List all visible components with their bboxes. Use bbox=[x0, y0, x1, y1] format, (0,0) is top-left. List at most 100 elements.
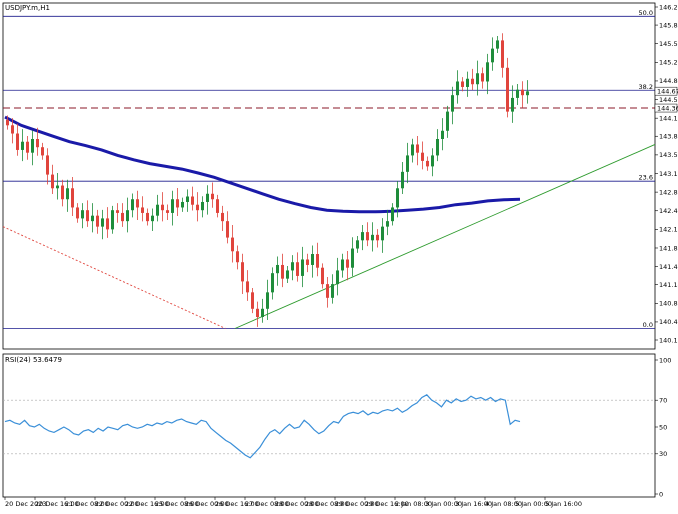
x-tick-label: 25 Dec 08:00 bbox=[155, 500, 199, 508]
candle-body bbox=[436, 138, 439, 156]
candle-body bbox=[511, 97, 514, 112]
candle-body bbox=[106, 218, 109, 230]
candle-body bbox=[221, 212, 224, 222]
candle-body bbox=[521, 89, 524, 96]
moving-average-line bbox=[4, 115, 521, 214]
candle-body bbox=[481, 73, 484, 82]
candle-body bbox=[216, 199, 219, 213]
x-tick-label: 28 Dec 08:00 bbox=[305, 500, 349, 508]
x-tick-label: 22 Dec 16:00 bbox=[125, 500, 169, 508]
rsi-title: RSI(24) 53.6479 bbox=[5, 356, 62, 364]
y-tick-label: 144.520 bbox=[659, 96, 678, 104]
candle-body bbox=[346, 259, 349, 268]
candle-body bbox=[136, 199, 139, 208]
price-tag-label: 144.673 bbox=[657, 87, 678, 95]
candle-body bbox=[376, 234, 379, 241]
candle-body bbox=[101, 218, 104, 227]
candle-body bbox=[231, 237, 234, 252]
candle-body bbox=[301, 259, 304, 276]
candle-body bbox=[21, 141, 24, 150]
y-tick-label: 141.470 bbox=[659, 263, 678, 271]
candle-body bbox=[61, 185, 64, 200]
x-tick-label: 27 Dec 08:00 bbox=[245, 500, 289, 508]
candle-body bbox=[441, 130, 444, 139]
candle-body bbox=[446, 111, 449, 131]
candle-body bbox=[371, 234, 374, 241]
x-tick-label: 28 Dec 00:00 bbox=[275, 500, 319, 508]
candle-body bbox=[11, 125, 14, 134]
y-tick-label: 145.200 bbox=[659, 59, 678, 67]
candle-body bbox=[271, 273, 274, 293]
candle-body bbox=[336, 270, 339, 285]
rsi-line bbox=[4, 394, 521, 459]
candle-body bbox=[36, 138, 39, 148]
y-tick-label: 145.540 bbox=[659, 40, 678, 48]
candle-body bbox=[351, 248, 354, 268]
candle-body bbox=[471, 78, 474, 85]
candle-body bbox=[41, 147, 44, 156]
x-tick-label: 20 Dec 16:00 bbox=[35, 500, 79, 508]
candle-body bbox=[151, 215, 154, 222]
candle-body bbox=[321, 267, 324, 285]
x-tick-label: 3 Jan 00:00 bbox=[425, 500, 462, 508]
candle-body bbox=[406, 155, 409, 172]
candle-body bbox=[286, 270, 289, 279]
candle-body bbox=[201, 201, 204, 211]
rsi-tick-label: 30 bbox=[659, 450, 667, 458]
candle-body bbox=[461, 81, 464, 87]
candle-body bbox=[86, 210, 89, 222]
candle-body bbox=[121, 212, 124, 222]
candle-body bbox=[176, 199, 179, 208]
candle-body bbox=[181, 201, 184, 208]
price-tag-box bbox=[654, 103, 678, 113]
candle-body bbox=[81, 210, 84, 219]
y-tick-label: 143.170 bbox=[659, 170, 678, 178]
candle-body bbox=[96, 215, 99, 227]
x-tick-label: 3 Jan 16:00 bbox=[455, 500, 492, 508]
candle-body bbox=[391, 207, 394, 222]
candle-body bbox=[116, 210, 119, 213]
candle-body bbox=[421, 152, 424, 161]
x-tick-label: 4 Jan 08:00 bbox=[485, 500, 522, 508]
fib-level-label: 50.0 bbox=[639, 9, 653, 17]
candle-body bbox=[431, 155, 434, 167]
candle-body bbox=[281, 264, 284, 279]
y-tick-label: 140.460 bbox=[659, 318, 678, 326]
y-tick-label: 144.180 bbox=[659, 114, 678, 122]
candle-body bbox=[111, 210, 114, 230]
x-tick-label: 20 Dec 2023 bbox=[5, 500, 47, 508]
candle-body bbox=[256, 308, 259, 317]
candle-body bbox=[166, 210, 169, 213]
rsi-tick-label: 50 bbox=[659, 423, 667, 431]
candle-body bbox=[306, 259, 309, 265]
price-panel-border bbox=[2, 2, 656, 350]
candle-body bbox=[311, 254, 314, 265]
candle-body bbox=[66, 188, 69, 200]
candle-body bbox=[526, 91, 529, 96]
candle-body bbox=[356, 240, 359, 249]
candle-body bbox=[261, 308, 264, 317]
x-tick-label: 22 Dec 00:00 bbox=[95, 500, 139, 508]
candle-body bbox=[451, 95, 454, 112]
candle-body bbox=[246, 281, 249, 293]
y-tick-label: 142.150 bbox=[659, 226, 678, 234]
chart-title: USDJPY.m,H1 bbox=[5, 4, 50, 12]
candle-body bbox=[486, 62, 489, 82]
x-tick-label: 5 Jan 00:00 bbox=[515, 500, 552, 508]
x-tick-label: 26 Dec 00:00 bbox=[185, 500, 229, 508]
candle-body bbox=[516, 89, 519, 98]
y-tick-label: 146.210 bbox=[659, 3, 678, 11]
x-tick-label: 26 Dec 16:00 bbox=[215, 500, 259, 508]
candle-body bbox=[131, 199, 134, 211]
y-tick-label: 143.510 bbox=[659, 151, 678, 159]
candle-body bbox=[31, 138, 34, 153]
candle-body bbox=[266, 292, 269, 309]
candle-body bbox=[366, 232, 369, 241]
candle-body bbox=[126, 210, 129, 222]
rsi-panel-border bbox=[2, 353, 656, 498]
candle-body bbox=[401, 171, 404, 189]
candle-body bbox=[56, 185, 59, 189]
y-tick-label: 141.140 bbox=[659, 281, 678, 289]
